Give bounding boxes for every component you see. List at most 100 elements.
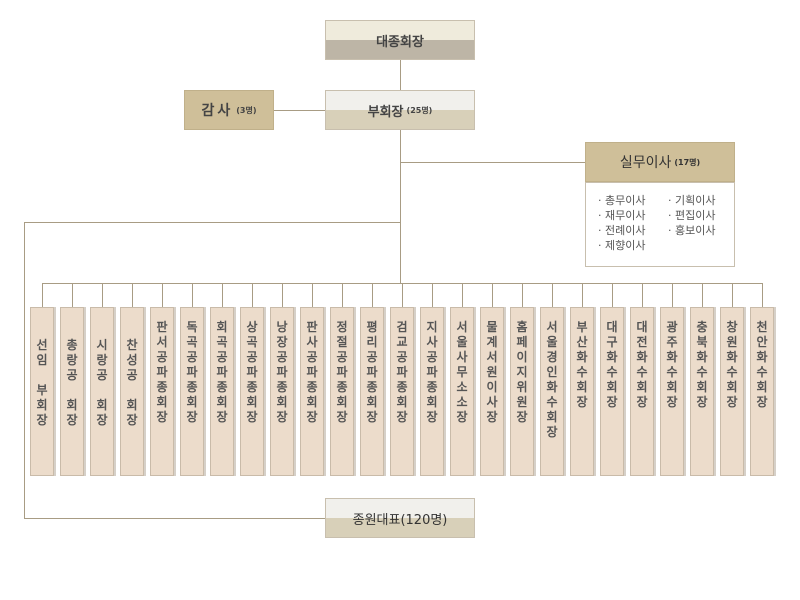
member-connector [42, 283, 43, 307]
member-connector [492, 283, 493, 307]
member-label: 선임 부회장 [36, 338, 48, 427]
member-label: 천안화수회장 [756, 320, 768, 409]
rep-line-v [24, 222, 25, 518]
member-label: 부산화수회장 [576, 320, 588, 409]
directors-title: 실무이사 [619, 155, 672, 171]
representatives-box: 종원대표(120명) [325, 498, 475, 538]
member-box: 독곡공파종회장 [180, 307, 204, 476]
member-connector [612, 283, 613, 307]
member-connector [762, 283, 763, 307]
member-connector [342, 283, 343, 307]
auditor-line [274, 110, 325, 111]
member-box: 지사공파종회장 [420, 307, 444, 476]
member-label: 검교공파종회장 [396, 320, 408, 424]
member-label: 독곡공파종회장 [186, 320, 198, 424]
member-box: 부산화수회장 [570, 307, 594, 476]
member-connector [72, 283, 73, 307]
member-box: 광주화수회장 [660, 307, 684, 476]
auditor-count: (3명) [236, 105, 257, 115]
member-connector [432, 283, 433, 307]
member-box: 선임 부회장 [30, 307, 54, 476]
member-connector [732, 283, 733, 307]
directors-box: 실무이사 (17명) [585, 142, 735, 182]
member-label: 충북화수회장 [696, 320, 708, 409]
member-box: 평리공파종회장 [360, 307, 384, 476]
member-label: 정절공파종회장 [336, 320, 348, 424]
member-connector [462, 283, 463, 307]
directors-line [400, 162, 585, 163]
vice-chairman-box: 부회장 (25명) [325, 90, 475, 130]
chairman-label: 대종회장 [376, 34, 424, 50]
member-label: 낭장공파종회장 [276, 320, 288, 424]
member-label: 지사공파종회장 [426, 320, 438, 424]
directors-count: (17명) [674, 157, 701, 167]
member-label: 대구화수회장 [606, 320, 618, 409]
member-connector [102, 283, 103, 307]
trunk-line [400, 60, 401, 283]
member-box: 대전화수회장 [630, 307, 654, 476]
member-label: 판사공파종회장 [306, 320, 318, 424]
member-connector [522, 283, 523, 307]
member-label: 광주화수회장 [666, 320, 678, 409]
director-item: · 총무이사 [598, 194, 646, 207]
member-box: 판서공파종회장 [150, 307, 174, 476]
member-label: 서울사무소소장 [456, 320, 468, 424]
member-box: 총랑공 회장 [60, 307, 84, 476]
vice-title: 부회장 [367, 104, 404, 120]
rep-line-h [24, 222, 400, 223]
auditor-title: 감사 [201, 103, 234, 119]
member-label: 평리공파종회장 [366, 320, 378, 424]
member-connector [312, 283, 313, 307]
director-item: · 재무이사 [598, 209, 646, 222]
member-connector [132, 283, 133, 307]
member-label: 물계서원이사장 [486, 320, 498, 424]
member-connector [582, 283, 583, 307]
member-label: 대전화수회장 [636, 320, 648, 409]
directors-list: · 총무이사 · 기획이사 · 재무이사 · 편집이사 · 전례이사 · 홍보이사 · 제향… [585, 182, 735, 267]
member-label: 창원화수회장 [726, 320, 738, 409]
member-box: 검교공파종회장 [390, 307, 414, 476]
member-connector [252, 283, 253, 307]
member-connector [402, 283, 403, 307]
member-connector [372, 283, 373, 307]
auditor-box: 감사 (3명) [184, 90, 274, 130]
director-item: · 편집이사 [668, 209, 716, 222]
member-box: 물계서원이사장 [480, 307, 504, 476]
member-label: 홈페이지 위원장 [516, 320, 532, 424]
member-box: 대구화수회장 [600, 307, 624, 476]
member-label: 총랑공 회장 [66, 338, 78, 427]
member-box: 충북화수회장 [690, 307, 714, 476]
member-connector [552, 283, 553, 307]
member-box: 상곡공파종회장 [240, 307, 264, 476]
member-box: 회곡공파종회장 [210, 307, 234, 476]
member-box: 홈페이지 위원장 [510, 307, 534, 476]
rep-line-bottom [24, 518, 325, 519]
member-connector [702, 283, 703, 307]
member-connector [642, 283, 643, 307]
member-label: 서울경인화수회장 [546, 320, 558, 439]
member-connector [222, 283, 223, 307]
member-label: 판서공파종회장 [156, 320, 168, 424]
member-box: 찬성공 회장 [120, 307, 144, 476]
member-label: 회곡공파종회장 [216, 320, 228, 424]
director-item: · 홍보이사 [668, 224, 716, 237]
member-connector [162, 283, 163, 307]
member-box: 창원화수회장 [720, 307, 744, 476]
representatives-label: 종원대표(120명) [352, 512, 448, 528]
vice-count: (25명) [406, 105, 433, 115]
member-connector [282, 283, 283, 307]
member-box: 정절공파종회장 [330, 307, 354, 476]
chairman-box: 대종회장 [325, 20, 475, 60]
member-box: 판사공파종회장 [300, 307, 324, 476]
member-connector [192, 283, 193, 307]
member-connector [672, 283, 673, 307]
member-box: 시랑공 회장 [90, 307, 114, 476]
member-box: 낭장공파종회장 [270, 307, 294, 476]
member-label: 시랑공 회장 [96, 338, 108, 427]
member-box: 서울경인화수회장 [540, 307, 564, 476]
member-box: 서울사무소소장 [450, 307, 474, 476]
director-item: · 전례이사 [598, 224, 646, 237]
director-item: · 기획이사 [668, 194, 716, 207]
member-label: 상곡공파종회장 [246, 320, 258, 424]
director-item: · 제향이사 [598, 239, 646, 252]
